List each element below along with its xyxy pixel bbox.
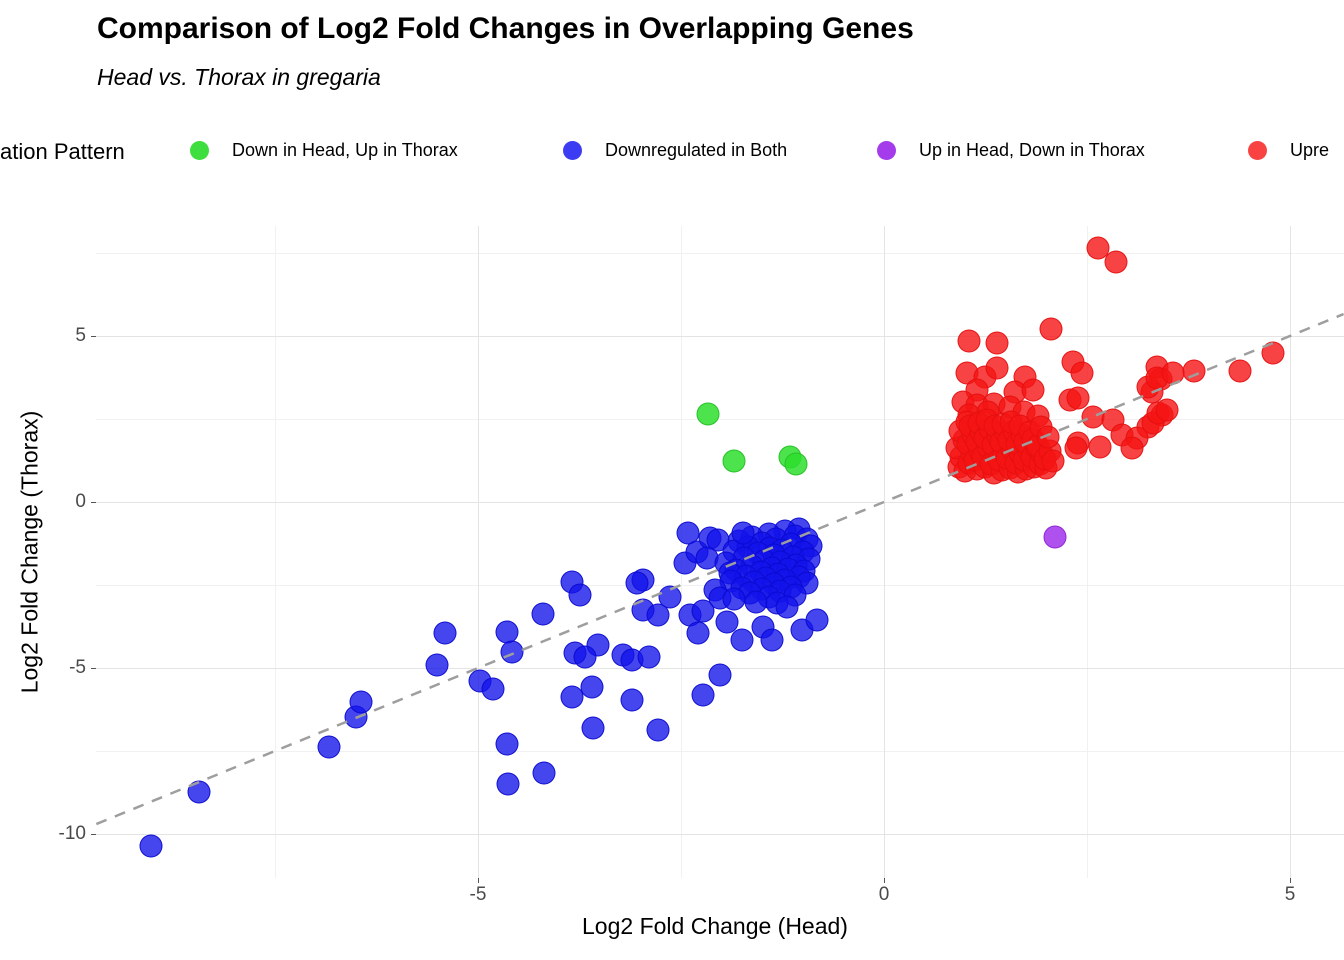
- legend-dot-icon: [563, 141, 582, 160]
- data-point: [708, 663, 732, 687]
- gridline-major-x: [1290, 226, 1291, 878]
- data-point: [957, 329, 981, 353]
- y-tick-mark: [91, 834, 96, 835]
- data-point: [637, 645, 660, 669]
- data-point: [1228, 359, 1252, 383]
- data-point: [1070, 361, 1094, 385]
- data-point: [1104, 250, 1128, 274]
- gridline-minor-y: [96, 751, 1344, 752]
- y-axis-title: Log2 Fold Change (Thorax): [16, 410, 43, 694]
- legend-dot-icon: [190, 141, 209, 160]
- chart-subtitle: Head vs. Thorax in gregaria: [97, 64, 381, 90]
- data-point: [760, 628, 784, 652]
- y-tick-label: -10: [58, 823, 86, 844]
- data-point: [696, 402, 720, 426]
- data-point: [985, 356, 1009, 380]
- data-point: [625, 571, 649, 595]
- data-point: [433, 621, 457, 645]
- data-point: [722, 587, 746, 611]
- x-axis-title: Log2 Fold Change (Head): [582, 913, 848, 939]
- data-point: [496, 772, 520, 796]
- gridline-major-x: [883, 226, 885, 878]
- x-tick-mark: [883, 878, 885, 883]
- y-tick-mark: [91, 335, 96, 337]
- gridline-major-y: [96, 834, 1344, 835]
- x-tick-mark: [477, 878, 479, 883]
- x-tick-label: -5: [469, 884, 487, 905]
- data-point: [686, 621, 710, 645]
- data-point: [317, 735, 341, 759]
- data-point: [481, 677, 505, 701]
- gridline-minor-x: [274, 226, 276, 878]
- data-point: [1120, 436, 1144, 460]
- data-point: [646, 718, 670, 742]
- legend-item-label: Down in Head, Up in Thorax: [232, 140, 458, 160]
- gridline-major-y: [96, 501, 1344, 503]
- data-point: [580, 675, 604, 699]
- data-point: [1036, 425, 1060, 449]
- data-point: [500, 640, 524, 664]
- legend-item: Upre: [1248, 140, 1329, 161]
- data-point: [985, 331, 1009, 355]
- legend-item: Up in Head, Down in Thorax: [877, 140, 1145, 161]
- y-tick-mark: [91, 501, 96, 503]
- data-point: [532, 761, 556, 785]
- data-point: [784, 452, 808, 476]
- legend-item: Downregulated in Both: [563, 140, 787, 161]
- data-point: [425, 653, 449, 677]
- data-point: [573, 645, 597, 669]
- data-point: [722, 449, 746, 473]
- x-tick-label: 0: [878, 884, 890, 905]
- data-point: [658, 585, 682, 609]
- data-point: [1086, 236, 1110, 260]
- data-point: [805, 608, 829, 632]
- data-point: [1088, 435, 1112, 459]
- data-point: [744, 590, 768, 614]
- legend-title: ation Pattern: [0, 139, 125, 164]
- data-point: [568, 583, 592, 607]
- page-title: Comparison of Log2 Fold Changes in Overl…: [97, 12, 914, 45]
- gridline-major-x: [477, 226, 479, 878]
- y-tick-mark: [91, 668, 96, 669]
- data-point: [620, 688, 644, 712]
- data-point: [531, 602, 555, 626]
- x-tick-mark: [1290, 878, 1291, 883]
- data-point: [187, 780, 211, 804]
- data-point: [691, 683, 715, 707]
- y-tick-label: 0: [75, 490, 86, 512]
- legend-item-label: Downregulated in Both: [605, 140, 788, 160]
- data-point: [1155, 398, 1179, 422]
- data-point: [1261, 341, 1285, 365]
- legend-item-label: Upre: [1290, 140, 1330, 160]
- data-point: [1182, 359, 1206, 383]
- legend-item: Down in Head, Up in Thorax: [190, 140, 458, 161]
- data-point: [1021, 378, 1045, 402]
- data-point: [1041, 449, 1065, 473]
- data-point: [1039, 317, 1063, 341]
- data-point: [349, 690, 373, 714]
- legend-dot-icon: [1248, 141, 1267, 160]
- gridline-minor-y: [96, 252, 1344, 254]
- data-point: [730, 628, 754, 652]
- data-point: [775, 595, 799, 619]
- y-tick-label: -5: [69, 657, 86, 678]
- gridline-major-y: [96, 335, 1344, 337]
- y-tick-label: 5: [75, 324, 86, 346]
- x-tick-label: 5: [1284, 884, 1296, 905]
- legend-dot-icon: [877, 141, 896, 160]
- data-point: [1064, 436, 1088, 460]
- data-point: [139, 834, 163, 858]
- data-point: [495, 732, 519, 756]
- data-point: [1043, 525, 1067, 549]
- data-point: [731, 521, 755, 545]
- legend-item-label: Up in Head, Down in Thorax: [919, 140, 1145, 160]
- data-point: [1161, 361, 1185, 385]
- gridline-minor-x: [1086, 226, 1088, 878]
- data-point: [581, 716, 605, 740]
